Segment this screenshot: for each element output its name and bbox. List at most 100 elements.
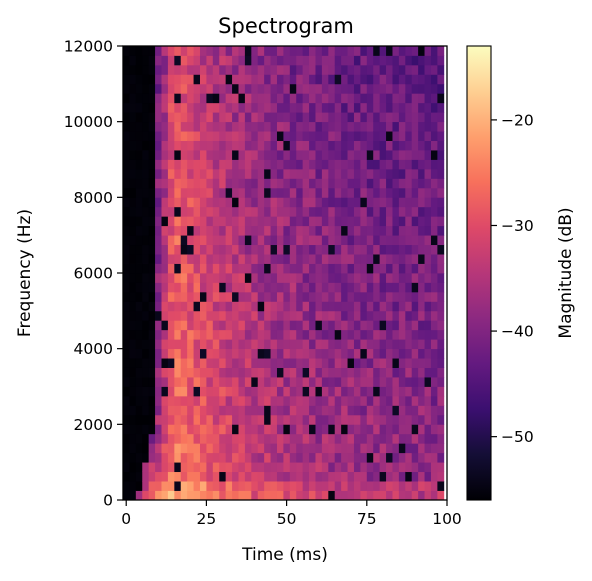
heatmap-cell <box>296 395 304 406</box>
heatmap-cell <box>379 216 387 227</box>
heatmap-cell <box>328 395 336 406</box>
heatmap-cell <box>199 83 207 94</box>
heatmap-cell <box>328 490 336 501</box>
heatmap-cell <box>302 462 310 473</box>
heatmap-cell <box>129 348 137 359</box>
heatmap-cell <box>373 348 381 359</box>
heatmap-cell <box>289 197 297 208</box>
heatmap-cell <box>373 55 381 66</box>
colorbar <box>466 45 492 501</box>
heatmap-cell <box>373 452 381 463</box>
heatmap-cell <box>276 490 284 501</box>
heatmap-cell <box>405 159 413 170</box>
heatmap-cell <box>276 254 284 264</box>
heatmap-cell <box>283 358 291 368</box>
heatmap-cell <box>212 46 220 56</box>
heatmap-cell <box>430 291 438 302</box>
heatmap-cell <box>373 216 381 227</box>
heatmap-cell <box>360 216 368 227</box>
heatmap-cell <box>161 424 169 435</box>
heatmap-cell <box>123 395 130 406</box>
heatmap-cell <box>244 244 252 255</box>
heatmap-cell <box>270 405 278 416</box>
heatmap-cell <box>193 301 201 312</box>
heatmap-cell <box>379 424 387 435</box>
heatmap-cell <box>283 329 291 340</box>
heatmap-cell <box>296 443 304 454</box>
heatmap-cell <box>347 471 355 482</box>
heatmap-cell <box>123 178 130 189</box>
heatmap-cell <box>199 291 207 302</box>
heatmap-cell <box>309 168 316 179</box>
heatmap-cell <box>379 64 387 75</box>
heatmap-cell <box>353 414 361 425</box>
heatmap-cell <box>238 386 246 397</box>
heatmap-cell <box>161 358 169 368</box>
heatmap-cell <box>430 348 438 359</box>
heatmap-cell <box>264 168 271 179</box>
heatmap-cell <box>129 320 137 331</box>
heatmap-cell <box>418 112 425 123</box>
heatmap-cell <box>206 74 214 85</box>
heatmap-cell <box>187 414 194 425</box>
heatmap-cell <box>360 481 368 491</box>
heatmap-cell <box>257 452 265 463</box>
heatmap-cell <box>193 64 201 75</box>
heatmap-cell <box>398 377 406 387</box>
heatmap-cell <box>129 301 137 312</box>
heatmap-cell <box>167 329 175 340</box>
heatmap-cell <box>296 159 304 170</box>
heatmap-cell <box>296 263 304 274</box>
heatmap-cell <box>405 178 413 189</box>
heatmap-cell <box>373 225 381 236</box>
heatmap-cell <box>238 481 246 491</box>
heatmap-cell <box>244 83 252 94</box>
heatmap-cell <box>174 254 182 264</box>
heatmap-cell <box>238 187 246 198</box>
heatmap-cell <box>405 320 413 331</box>
heatmap-cell <box>309 112 316 123</box>
heatmap-cell <box>347 93 355 104</box>
heatmap-cell <box>135 481 143 491</box>
heatmap-cell <box>315 348 323 359</box>
heatmap-cell <box>238 301 246 312</box>
heatmap-cell <box>193 282 201 293</box>
heatmap-cell <box>405 424 413 435</box>
heatmap-cell <box>437 102 445 113</box>
heatmap-cell <box>167 320 175 331</box>
heatmap-cell <box>251 131 259 141</box>
heatmap-cell <box>129 102 137 113</box>
heatmap-cell <box>206 46 214 56</box>
heatmap-cell <box>270 433 278 444</box>
heatmap-cell <box>315 187 323 198</box>
heatmap-cell <box>135 395 143 406</box>
heatmap-cell <box>373 433 381 444</box>
heatmap-cell <box>341 150 348 160</box>
heatmap-cell <box>315 64 323 75</box>
heatmap-cell <box>353 102 361 113</box>
heatmap-cell <box>244 64 252 75</box>
heatmap-cell <box>392 339 400 350</box>
heatmap-cell <box>334 339 342 350</box>
heatmap-cell <box>289 46 297 56</box>
heatmap-cell <box>347 102 355 113</box>
heatmap-cell <box>199 329 207 340</box>
heatmap-cell <box>296 112 304 123</box>
heatmap-cell <box>353 112 361 123</box>
heatmap-cell <box>264 339 271 350</box>
heatmap-cell <box>334 235 342 246</box>
heatmap-cell <box>430 121 438 132</box>
heatmap-cell <box>360 301 368 312</box>
heatmap-cell <box>430 282 438 293</box>
heatmap-cell <box>193 386 201 397</box>
heatmap-cell <box>212 348 220 359</box>
heatmap-cell <box>405 83 413 94</box>
heatmap-cell <box>270 102 278 113</box>
heatmap-cell <box>315 216 323 227</box>
heatmap-cell <box>212 150 220 160</box>
heatmap-cell <box>225 433 233 444</box>
heatmap-cell <box>309 244 316 255</box>
heatmap-cell <box>161 187 169 198</box>
heatmap-cell <box>411 273 419 283</box>
heatmap-cell <box>174 102 182 113</box>
